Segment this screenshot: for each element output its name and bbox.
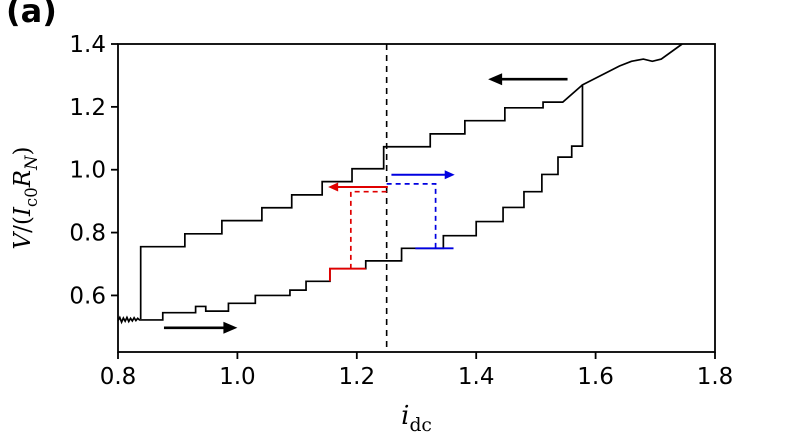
backward-sweep-direction-arrow	[488, 73, 568, 86]
forward-sweep-direction-arrow-head	[223, 321, 238, 334]
x-tick-label: 1.0	[219, 364, 256, 390]
backward-sweep-direction-arrow-head	[488, 73, 503, 86]
y-tick-label: 1.0	[69, 158, 106, 184]
x-tick-label: 1.4	[458, 364, 495, 390]
y-tick-label: 0.8	[69, 221, 106, 247]
blue-sweep-right-arrow	[391, 170, 455, 180]
backward-sweep-curve	[139, 84, 584, 319]
x-tick-label: 1.2	[339, 364, 376, 390]
red-sweep-left-arrow-head	[328, 182, 339, 192]
blue-transition-dashed-path	[386, 183, 437, 249]
axes-frame	[117, 43, 716, 353]
x-tick-label: 1.6	[577, 364, 614, 390]
x-tick-label: 0.8	[100, 364, 137, 390]
y-tick-label: 1.2	[69, 95, 106, 121]
x-tick-label: 1.8	[697, 364, 734, 390]
panel-label: (a)	[6, 0, 57, 30]
forward-sweep-direction-arrow	[163, 321, 238, 334]
y-tick-label: 1.4	[69, 32, 106, 58]
y-tick-label: 0.6	[69, 283, 106, 309]
red-transition-dashed-path	[349, 190, 387, 269]
blue-sweep-right-arrow-head	[444, 170, 455, 180]
x-axis-label: idc	[401, 401, 432, 436]
red-step-segment	[328, 267, 366, 282]
red-sweep-left-arrow	[328, 182, 388, 192]
y-axis-label: V/(Ic0RN)	[10, 146, 41, 249]
